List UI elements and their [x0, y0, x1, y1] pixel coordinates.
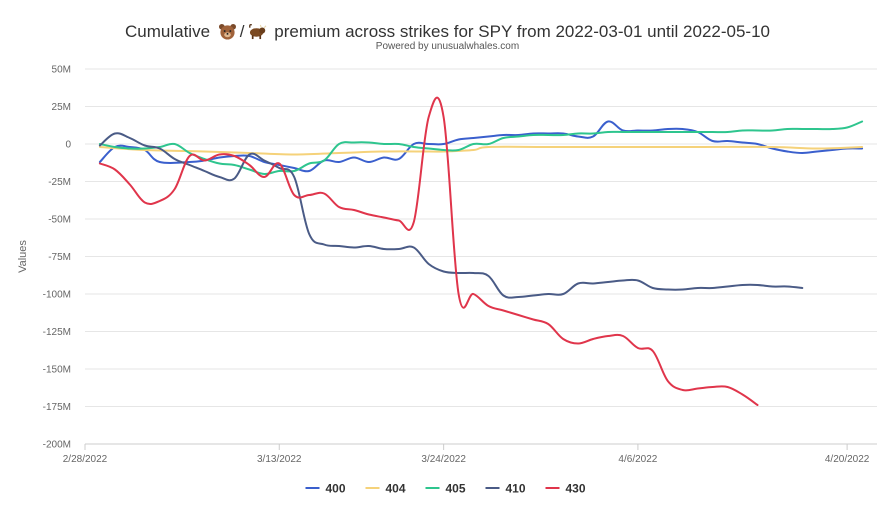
series-line-430: [98, 96, 759, 406]
bear-icon: [218, 23, 236, 40]
series-line-405: [98, 120, 864, 176]
x-tick-label: 4/6/2022: [618, 454, 657, 465]
y-tick-label: 25M: [52, 102, 71, 113]
chart-title-prefix: Cumulative: [125, 22, 211, 41]
y-tick-label: -75M: [48, 252, 71, 263]
bull-icon: [248, 24, 266, 40]
series-line-410: [98, 132, 804, 299]
x-tick-label: 3/13/2022: [257, 454, 302, 465]
y-tick-label: -200M: [43, 440, 71, 451]
y-tick-label: -50M: [48, 215, 71, 226]
legend-item-410[interactable]: 410: [506, 482, 526, 496]
chart-title: Cumulative / premium across strikes for …: [0, 22, 895, 42]
legend-item-404[interactable]: 404: [386, 482, 406, 496]
y-tick-label: -175M: [43, 402, 71, 413]
chart-title-separator: /: [239, 22, 245, 41]
y-tick-label: 50M: [52, 65, 71, 76]
legend-item-405[interactable]: 405: [446, 482, 466, 496]
y-tick-label: -125M: [43, 327, 71, 338]
y-tick-label: -150M: [43, 365, 71, 376]
series-line-400: [98, 120, 864, 173]
chart-title-suffix: premium across strikes for SPY from 2022…: [274, 22, 770, 41]
legend-item-430[interactable]: 430: [566, 482, 586, 496]
x-tick-label: 3/24/2022: [421, 454, 466, 465]
y-tick-label: 0: [65, 140, 71, 151]
y-tick-label: -25M: [48, 177, 71, 188]
x-tick-label: 2/28/2022: [63, 454, 108, 465]
x-tick-label: 4/20/2022: [825, 454, 870, 465]
y-axis-title: Values: [17, 240, 29, 273]
chart-subtitle: Powered by unusualwhales.com: [375, 41, 520, 52]
y-tick-label: -100M: [43, 290, 71, 301]
series-line-404: [98, 145, 864, 156]
legend-item-400[interactable]: 400: [326, 482, 346, 496]
